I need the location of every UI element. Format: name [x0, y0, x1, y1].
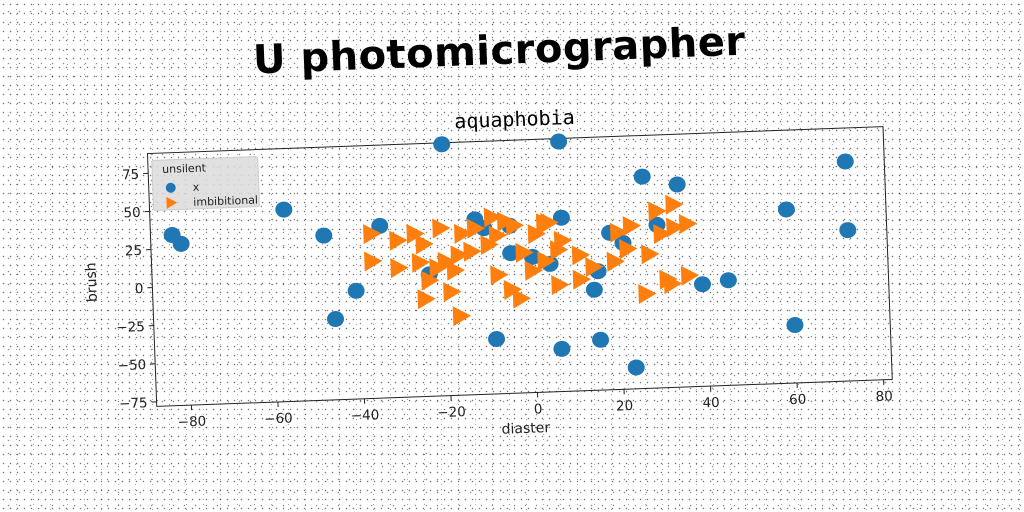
point-x: [275, 201, 293, 218]
point-imbibitional: [429, 258, 448, 279]
y-axis-label: brush: [83, 262, 100, 302]
point-imbibitional: [466, 218, 486, 239]
point-imbibitional: [364, 251, 383, 272]
point-x: [488, 331, 506, 348]
point-x: [327, 311, 345, 328]
point-imbibitional: [666, 217, 685, 238]
point-imbibitional: [663, 274, 683, 295]
point-x: [502, 245, 520, 262]
point-x: [693, 276, 711, 293]
y-tick-label: 50: [123, 205, 141, 222]
point-imbibitional: [653, 224, 672, 245]
point-x: [550, 133, 568, 150]
point-imbibitional: [446, 260, 466, 281]
point-imbibitional: [488, 225, 508, 246]
point-x: [315, 227, 333, 244]
y-tick-label: 0: [135, 281, 144, 297]
point-imbibitional: [572, 269, 591, 290]
point-imbibitional: [609, 222, 629, 243]
point-x: [433, 136, 451, 153]
legend-title: unsilent: [162, 161, 207, 176]
legend-marker-x: [165, 182, 176, 193]
legend-box: [151, 156, 260, 211]
y-tick-label: 75: [122, 167, 140, 184]
x-tick-label: 80: [875, 388, 893, 405]
point-imbibitional: [453, 223, 473, 244]
point-imbibitional: [432, 218, 451, 239]
point-imbibitional: [406, 224, 425, 245]
point-x: [585, 281, 603, 298]
point-imbibitional: [535, 213, 555, 234]
x-tick-label: −80: [177, 414, 206, 431]
point-x: [592, 331, 610, 348]
point-imbibitional: [421, 270, 440, 291]
point-imbibitional: [638, 284, 657, 305]
point-x: [627, 359, 645, 376]
point-imbibitional: [606, 251, 625, 272]
point-imbibitional: [680, 265, 700, 286]
point-imbibitional: [665, 194, 684, 215]
point-imbibitional: [551, 275, 570, 296]
point-imbibitional: [527, 224, 546, 245]
point-imbibitional: [505, 215, 525, 236]
x-tick-label: −60: [264, 410, 293, 427]
point-imbibitional: [678, 214, 698, 235]
x-tick-label: −20: [437, 404, 466, 421]
point-imbibitional: [390, 258, 409, 279]
point-imbibitional: [389, 230, 408, 251]
point-imbibitional: [524, 260, 544, 281]
x-tick-label: 0: [534, 401, 543, 417]
x-tick-label: 40: [702, 395, 720, 412]
point-imbibitional: [585, 257, 604, 278]
y-tick-label: −50: [117, 357, 146, 374]
point-imbibitional: [443, 282, 462, 303]
point-x: [777, 201, 795, 218]
point-x: [719, 272, 737, 289]
point-x: [668, 176, 686, 193]
point-imbibitional: [490, 265, 509, 286]
y-tick-label: −75: [119, 395, 148, 412]
legend-marker-imbibitional: [166, 196, 178, 209]
point-imbibitional: [483, 207, 503, 228]
point-x: [371, 217, 389, 234]
legend-label-x: x: [193, 181, 200, 194]
point-x: [633, 168, 651, 185]
point-imbibitional: [452, 306, 472, 327]
x-tick-label: −40: [351, 407, 380, 424]
point-imbibitional: [415, 234, 434, 255]
point-imbibitional: [417, 289, 436, 310]
point-imbibitional: [450, 245, 469, 266]
point-x: [172, 235, 190, 252]
point-imbibitional: [411, 252, 431, 273]
point-x: [553, 340, 571, 357]
chart-title: aquaphobia: [454, 105, 575, 133]
point-x: [839, 222, 857, 239]
point-imbibitional: [619, 239, 638, 260]
point-imbibitional: [363, 224, 382, 245]
point-imbibitional: [463, 241, 482, 262]
legend-label-imbibitional: imbibitional: [193, 194, 258, 209]
point-x: [786, 317, 804, 334]
plot-area: [146, 126, 893, 407]
point-imbibitional: [480, 235, 499, 256]
y-tick-label: −25: [116, 319, 145, 336]
x-tick-label: 60: [789, 392, 807, 409]
point-x: [347, 282, 365, 299]
x-axis-label: diaster: [501, 420, 550, 438]
point-imbibitional: [553, 230, 573, 251]
point-imbibitional: [515, 242, 534, 263]
point-imbibitional: [641, 244, 660, 265]
point-imbibitional: [622, 216, 642, 237]
point-imbibitional: [648, 201, 667, 222]
point-imbibitional: [537, 251, 556, 272]
point-imbibitional: [571, 245, 591, 266]
point-imbibitional: [512, 288, 532, 309]
y-tick-label: 25: [125, 243, 143, 260]
legend: unsilent x imbibitional: [151, 156, 260, 211]
point-x: [836, 153, 854, 170]
x-tick-label: 20: [616, 398, 634, 415]
